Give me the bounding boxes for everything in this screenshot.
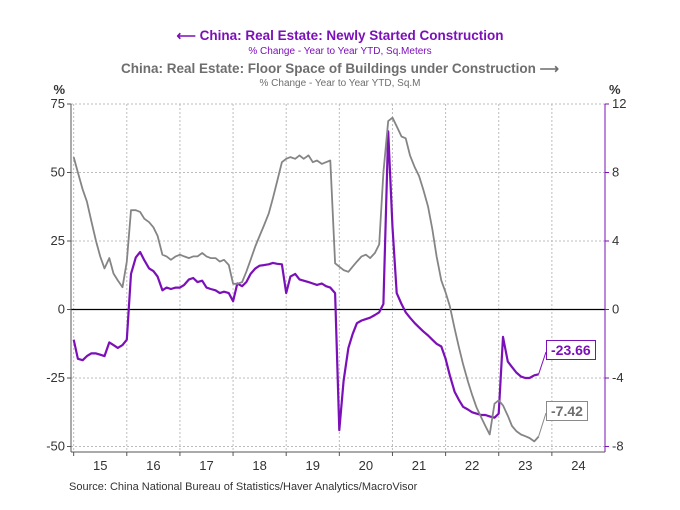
x-axis-tick-label: 22: [465, 458, 479, 473]
left-axis-tick-label: 0: [58, 302, 65, 317]
x-axis-tick-label: 15: [93, 458, 107, 473]
left-axis-unit-label: %: [53, 82, 65, 97]
last-value-label-floor-space: -7.42: [546, 401, 588, 421]
left-axis-tick-label: 50: [51, 165, 65, 180]
right-axis-tick-label: -4: [612, 370, 624, 385]
right-axis-tick-label: 4: [612, 233, 619, 248]
x-axis-tick-label: 20: [359, 458, 373, 473]
x-axis-tick-label: 19: [306, 458, 320, 473]
x-axis-tick-label: 24: [571, 458, 585, 473]
title-floor-space-text: China: Real Estate: Floor Space of Build…: [121, 61, 536, 76]
subtitle-newly-started: % Change - Year to Year YTD, Sq.Meters: [248, 46, 432, 57]
leader-line-floor-space: [538, 412, 547, 437]
right-axis-tick-label: -8: [612, 439, 624, 454]
x-axis-tick-label: 18: [252, 458, 266, 473]
last-value-label-newly-started: -23.66: [546, 340, 596, 360]
x-axis-tick-label: 21: [412, 458, 426, 473]
left-axis-tick-label: 75: [51, 96, 65, 111]
leader-line-newly-started: [538, 351, 547, 375]
series-line-newly-started: [72, 130, 539, 432]
chart-title-newly-started: ⟵ China: Real Estate: Newly Started Cons…: [0, 28, 680, 44]
series-line-floor-space: [72, 116, 540, 443]
right-axis-tick-label: 0: [612, 302, 619, 317]
left-axis-tick-label: -25: [46, 370, 65, 385]
left-axis-tick-label: -50: [46, 439, 65, 454]
source-note: Source: China National Bureau of Statist…: [69, 481, 418, 493]
right-arrow-icon: ⟶: [539, 61, 559, 76]
right-axis-tick-label: 12: [612, 96, 626, 111]
right-axis-unit-label: %: [609, 82, 621, 97]
title-newly-started-text: China: Real Estate: Newly Started Constr…: [199, 28, 504, 43]
left-axis-tick-label: 25: [51, 233, 65, 248]
left-arrow-icon: ⟵: [176, 28, 196, 43]
x-axis-tick-label: 17: [199, 458, 213, 473]
right-axis-tick-label: 8: [612, 165, 619, 180]
x-axis-tick-label: 23: [518, 458, 532, 473]
x-axis-tick-label: 16: [146, 458, 160, 473]
chart-title-floor-space: China: Real Estate: Floor Space of Build…: [0, 61, 680, 77]
subtitle-floor-space: % Change - Year to Year YTD, Sq.M: [259, 78, 421, 89]
